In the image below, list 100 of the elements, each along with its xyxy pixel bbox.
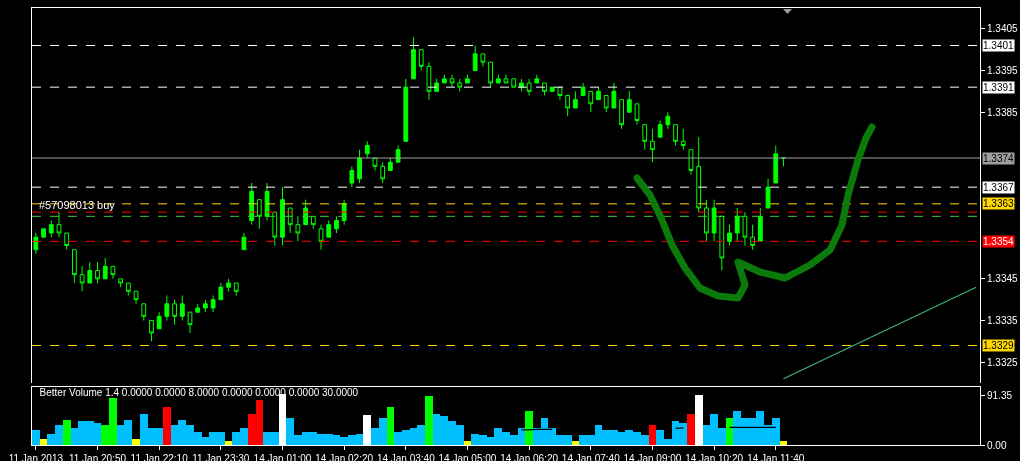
- candlestick: [295, 215, 301, 242]
- candlestick: [272, 211, 278, 246]
- candlestick: [56, 211, 62, 238]
- candlestick: [742, 211, 748, 246]
- candlestick: [750, 224, 756, 251]
- candlestick: [179, 295, 185, 321]
- ref-line-label: 1.3391: [983, 82, 1015, 93]
- candlestick: [388, 157, 393, 171]
- ref-line-label: 1.3363: [983, 198, 1015, 209]
- candlestick: [634, 103, 640, 126]
- candlestick: [696, 136, 702, 213]
- candlestick: [488, 61, 493, 88]
- candlestick: [580, 82, 586, 96]
- candlestick: [133, 290, 139, 305]
- candlestick: [303, 199, 308, 226]
- candlestick: [249, 182, 255, 226]
- candlestick: [426, 61, 432, 101]
- candlestick: [411, 36, 416, 80]
- candlestick: [233, 282, 239, 296]
- candlestick: [650, 128, 655, 163]
- bar: [386, 407, 395, 445]
- candlestick: [364, 140, 370, 159]
- candlestick: [218, 282, 224, 301]
- candlestick: [203, 299, 208, 313]
- y-tick-label: 1.3385: [987, 106, 1019, 118]
- candlestick: [503, 74, 509, 84]
- candlestick: [734, 207, 740, 242]
- candlestick: [102, 257, 108, 280]
- candlestick: [48, 220, 54, 238]
- candlestick: [226, 278, 231, 292]
- candlestick: [588, 90, 594, 113]
- ref-line-label: 1.3401: [983, 40, 1015, 51]
- candlestick: [626, 90, 632, 113]
- candlestick: [495, 74, 501, 84]
- candlestick: [125, 282, 131, 296]
- y-tick-label: 91.35: [987, 390, 1013, 402]
- candlestick: [549, 86, 555, 92]
- candlestick: [349, 165, 355, 188]
- candlestick: [572, 90, 578, 109]
- candlestick: [241, 232, 247, 251]
- candlestick: [79, 265, 85, 292]
- ref-line-label: 1.3329: [983, 340, 1015, 351]
- candlestick: [480, 53, 486, 67]
- candlestick: [372, 157, 378, 171]
- ref-line-label: 1.3374: [983, 153, 1015, 164]
- candlestick: [511, 78, 517, 88]
- candlestick: [380, 161, 386, 184]
- candlestick: [318, 224, 324, 251]
- candlestick: [434, 78, 440, 92]
- candlestick: [41, 228, 46, 238]
- candlestick: [187, 311, 193, 334]
- bar: [163, 407, 171, 445]
- candlestick: [264, 182, 270, 221]
- candlestick: [287, 207, 293, 234]
- ref-line-label: 1.3367: [983, 182, 1015, 193]
- candlestick: [33, 232, 39, 255]
- candlestick: [280, 186, 285, 246]
- candlestick: [642, 124, 648, 151]
- candlestick: [657, 120, 663, 138]
- candlestick: [403, 78, 409, 142]
- candlestick: [95, 261, 100, 284]
- candlestick: [765, 178, 771, 209]
- y-tick-label: 1.3395: [987, 65, 1019, 76]
- candlestick: [781, 157, 786, 167]
- candlestick: [64, 232, 70, 251]
- candlestick: [256, 199, 262, 230]
- bar: [425, 396, 433, 445]
- candlestick: [156, 311, 162, 330]
- candlestick: [665, 111, 671, 130]
- candlestick: [172, 299, 177, 326]
- candlestick: [449, 74, 455, 88]
- candlestick: [472, 45, 478, 71]
- candlestick: [334, 215, 339, 234]
- candlestick: [118, 278, 124, 288]
- candlestick: [757, 207, 763, 242]
- y-tick-label: 0.00: [987, 439, 1007, 451]
- bar: [62, 419, 71, 445]
- candlestick: [465, 74, 470, 84]
- candlestick: [149, 320, 154, 342]
- bar: [525, 410, 533, 445]
- candlestick: [727, 224, 732, 246]
- bar: [224, 441, 233, 445]
- candlestick: [619, 99, 624, 130]
- candlestick: [519, 78, 524, 92]
- bar: [687, 414, 695, 445]
- candlestick: [773, 145, 779, 184]
- candlestick: [534, 74, 540, 84]
- candlestick: [611, 82, 617, 109]
- candlestick: [711, 199, 717, 242]
- candlestick: [310, 215, 316, 230]
- annotation: #57098013 buy: [39, 199, 116, 211]
- candlestick: [704, 199, 709, 242]
- bar: [132, 438, 140, 445]
- candlestick: [719, 215, 725, 271]
- candlestick: [357, 149, 362, 184]
- candlestick: [87, 261, 93, 284]
- candlestick: [688, 149, 694, 176]
- ref-line-label: 1.3354: [983, 236, 1015, 247]
- candlestick: [341, 199, 347, 226]
- candlestick: [72, 249, 77, 284]
